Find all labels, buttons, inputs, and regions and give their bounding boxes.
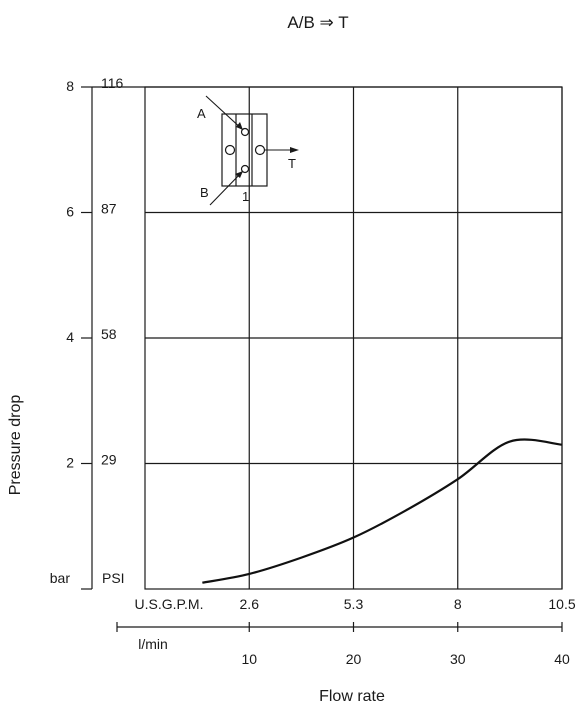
- y-tick-label: 6: [66, 204, 74, 220]
- arrow-a-head: [236, 122, 243, 130]
- x-tick-label-gpm: 2.6: [240, 596, 260, 612]
- valve-number-label: 1: [242, 189, 249, 204]
- axes: [81, 86, 563, 632]
- chart-title: A/B ⇒ T: [287, 13, 348, 32]
- arrow-t-head: [290, 147, 299, 153]
- y-unit-secondary-label: PSI: [102, 570, 125, 586]
- y-tick-label: 8: [66, 78, 74, 94]
- x-tick-label: 10: [241, 651, 257, 667]
- y-tick-label: 2: [66, 455, 74, 471]
- y-tick-label-psi: 58: [101, 326, 117, 342]
- arrow-b-line: [209, 170, 244, 206]
- tick-labels: 2 29 4 58 6 87 8 116 10 2.6 20 5.3 30 8 40 10.5: [66, 75, 576, 667]
- arrow-b-head: [235, 171, 243, 178]
- y-axis-label: Pressure drop: [7, 395, 24, 496]
- port-circle-t: [254, 144, 266, 156]
- x-tick-label: 20: [346, 651, 362, 667]
- valve-schematic: A B T 1: [197, 95, 299, 206]
- x-tick-label-gpm: 8: [454, 596, 462, 612]
- valve-body: [221, 113, 268, 187]
- y-tick-label-psi: 87: [101, 201, 117, 217]
- series: [202, 438, 563, 584]
- y-tick-label-psi: 29: [101, 452, 117, 468]
- port-a-label: A: [197, 106, 206, 121]
- x-unit-label: l/min: [138, 636, 168, 652]
- y-tick-label: 4: [66, 329, 74, 345]
- x-tick-label-gpm: 10.5: [548, 596, 575, 612]
- series-line-0: [202, 438, 563, 584]
- x-tick-label-gpm: 5.3: [344, 596, 364, 612]
- x-unit-secondary-label: U.S.G.P.M.: [135, 596, 204, 612]
- port-circle-a: [240, 127, 250, 137]
- arrow-a-line: [205, 95, 244, 131]
- port-b-label: B: [200, 185, 209, 200]
- x-tick-label: 40: [554, 651, 570, 667]
- port-circle-b: [240, 164, 250, 174]
- x-axis-label: Flow rate: [319, 688, 385, 705]
- port-circle-left: [224, 144, 236, 156]
- grid: [145, 86, 563, 589]
- plot-frame: [144, 86, 563, 590]
- x-tick-label: 30: [450, 651, 466, 667]
- y-tick-label-psi: 116: [101, 75, 124, 91]
- y-unit-label: bar: [50, 570, 71, 586]
- port-t-label: T: [288, 156, 296, 171]
